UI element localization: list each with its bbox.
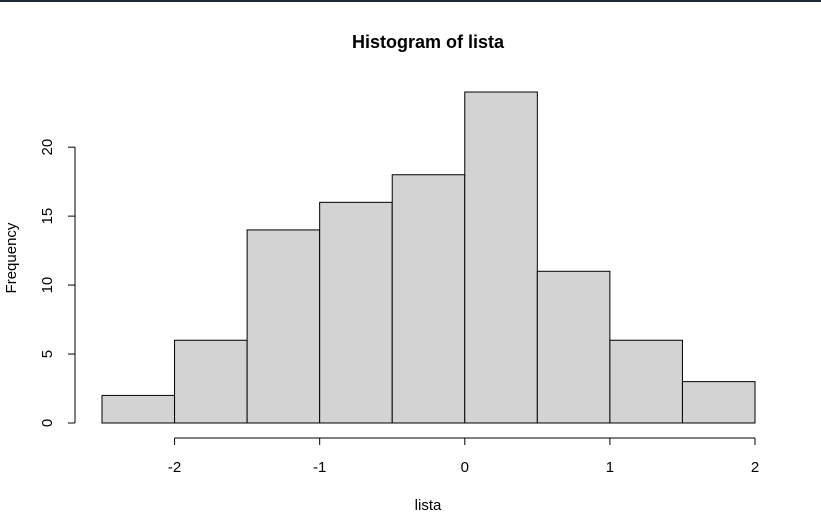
x-axis-title: lista <box>415 497 442 514</box>
histogram-bar <box>174 339 248 424</box>
x-axis: -2 -1 0 1 2 <box>168 437 759 476</box>
histogram-bar <box>101 394 176 424</box>
histogram-bar <box>391 174 466 424</box>
y-tick-label: 15 <box>39 208 56 225</box>
y-tick-label: 0 <box>39 419 56 427</box>
y-tick-label: 10 <box>39 277 56 294</box>
histogram-bar <box>609 339 683 424</box>
y-axis-title: Frequency <box>3 222 20 293</box>
histogram-bar <box>536 270 611 424</box>
x-tick-label: 2 <box>751 459 759 476</box>
x-tick-label: 1 <box>606 459 614 476</box>
x-tick-label: 0 <box>461 459 469 476</box>
histogram-bars <box>101 91 756 424</box>
x-tick-label: -2 <box>168 459 181 476</box>
histogram-bar <box>464 91 538 424</box>
top-window-rule <box>0 0 821 2</box>
y-tick-label: 5 <box>39 350 56 358</box>
histogram-bar <box>681 381 756 424</box>
chart-title: Histogram of lista <box>352 32 505 52</box>
x-tick-label: -1 <box>313 459 326 476</box>
y-tick-label: 20 <box>39 139 56 156</box>
histogram-bar <box>246 229 321 424</box>
y-axis: 0 5 10 15 20 <box>39 139 76 427</box>
histogram-bar <box>319 201 393 424</box>
